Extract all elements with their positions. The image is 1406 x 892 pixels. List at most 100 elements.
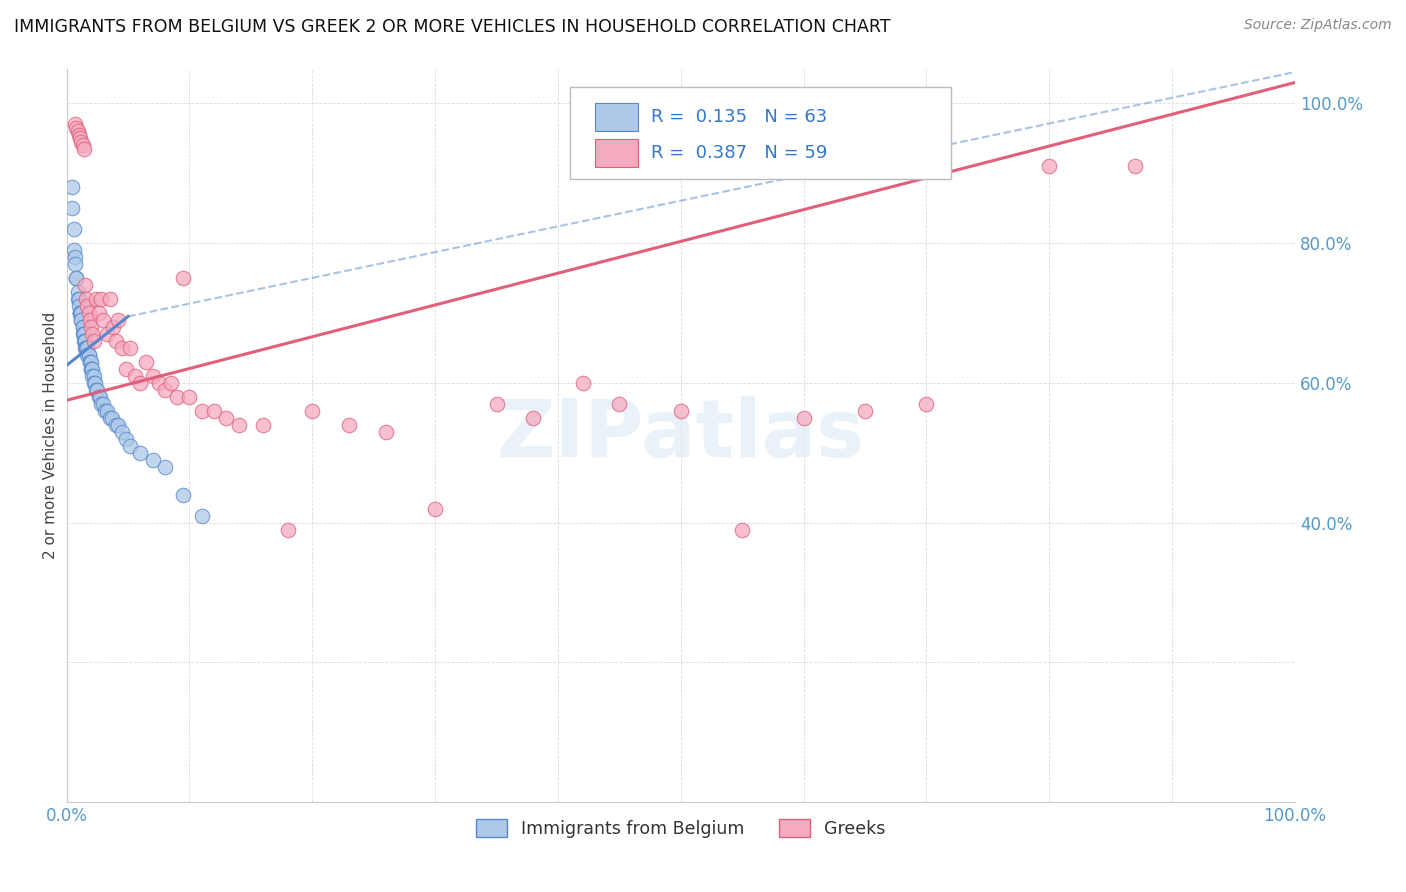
- Point: [72, 326, 94, 341]
- Point: [86, 383, 108, 397]
- Point: [76, 299, 98, 313]
- Point: [153, 383, 176, 397]
- Text: IMMIGRANTS FROM BELGIUM VS GREEK 2 OR MORE VEHICLES IN HOUSEHOLD CORRELATION CHA: IMMIGRANTS FROM BELGIUM VS GREEK 2 OR MO…: [14, 18, 890, 36]
- Point: [277, 523, 299, 537]
- Point: [79, 355, 101, 369]
- Point: [93, 404, 115, 418]
- Point: [63, 222, 86, 236]
- Point: [75, 341, 97, 355]
- Point: [202, 404, 225, 418]
- Point: [153, 459, 176, 474]
- Point: [93, 397, 115, 411]
- Text: R =  0.387   N = 59: R = 0.387 N = 59: [651, 144, 828, 161]
- Point: [73, 142, 96, 156]
- Point: [67, 292, 90, 306]
- Point: [75, 341, 97, 355]
- Point: [73, 334, 96, 348]
- Point: [66, 292, 89, 306]
- Point: [73, 341, 96, 355]
- Point: [72, 138, 94, 153]
- FancyBboxPatch shape: [595, 103, 638, 131]
- Point: [522, 410, 544, 425]
- Point: [160, 376, 183, 390]
- Point: [731, 523, 754, 537]
- Point: [69, 306, 91, 320]
- Text: Source: ZipAtlas.com: Source: ZipAtlas.com: [1244, 18, 1392, 32]
- Y-axis label: 2 or more Vehicles in Household: 2 or more Vehicles in Household: [44, 311, 58, 559]
- Point: [65, 271, 87, 285]
- Point: [79, 313, 101, 327]
- Point: [215, 410, 238, 425]
- Point: [69, 306, 91, 320]
- Point: [120, 439, 142, 453]
- Point: [79, 355, 101, 369]
- Point: [67, 128, 90, 142]
- Point: [142, 368, 165, 383]
- Point: [228, 417, 250, 432]
- Point: [83, 368, 105, 383]
- Point: [669, 404, 692, 418]
- Point: [76, 348, 98, 362]
- Point: [89, 390, 111, 404]
- Point: [60, 180, 83, 194]
- Point: [190, 404, 212, 418]
- Point: [80, 362, 103, 376]
- Point: [67, 299, 90, 313]
- Point: [73, 334, 96, 348]
- Point: [190, 508, 212, 523]
- Point: [80, 355, 103, 369]
- Point: [66, 285, 89, 299]
- Point: [70, 313, 93, 327]
- Point: [301, 404, 323, 418]
- Point: [63, 243, 86, 257]
- Point: [87, 306, 110, 320]
- Point: [82, 362, 104, 376]
- Point: [142, 452, 165, 467]
- Point: [120, 341, 142, 355]
- Point: [148, 376, 170, 390]
- Point: [65, 271, 87, 285]
- Legend: Immigrants from Belgium, Greeks: Immigrants from Belgium, Greeks: [470, 812, 893, 845]
- Point: [337, 417, 360, 432]
- Point: [90, 397, 112, 411]
- Point: [129, 376, 152, 390]
- Point: [84, 383, 107, 397]
- Point: [70, 135, 93, 149]
- Point: [72, 320, 94, 334]
- Point: [76, 341, 98, 355]
- Point: [915, 397, 938, 411]
- Point: [83, 376, 105, 390]
- Point: [83, 376, 105, 390]
- Text: ZIPatlas: ZIPatlas: [496, 396, 865, 475]
- Point: [69, 131, 91, 145]
- Point: [63, 117, 86, 131]
- Point: [70, 306, 93, 320]
- Point: [101, 410, 124, 425]
- Point: [103, 320, 125, 334]
- Point: [80, 320, 103, 334]
- Point: [252, 417, 274, 432]
- Point: [60, 201, 83, 215]
- Point: [75, 292, 97, 306]
- Point: [87, 390, 110, 404]
- Point: [93, 313, 115, 327]
- Point: [73, 278, 96, 293]
- Point: [793, 410, 815, 425]
- Point: [96, 404, 118, 418]
- Point: [65, 120, 87, 135]
- Point: [107, 417, 129, 432]
- Point: [485, 397, 508, 411]
- Point: [63, 257, 86, 271]
- Point: [73, 326, 96, 341]
- Point: [83, 334, 105, 348]
- Point: [571, 376, 593, 390]
- FancyBboxPatch shape: [595, 139, 638, 167]
- Point: [114, 362, 136, 376]
- Point: [73, 326, 96, 341]
- Point: [77, 348, 100, 362]
- Point: [609, 397, 631, 411]
- Point: [129, 445, 152, 459]
- Point: [63, 250, 86, 264]
- Point: [70, 313, 93, 327]
- Point: [72, 320, 94, 334]
